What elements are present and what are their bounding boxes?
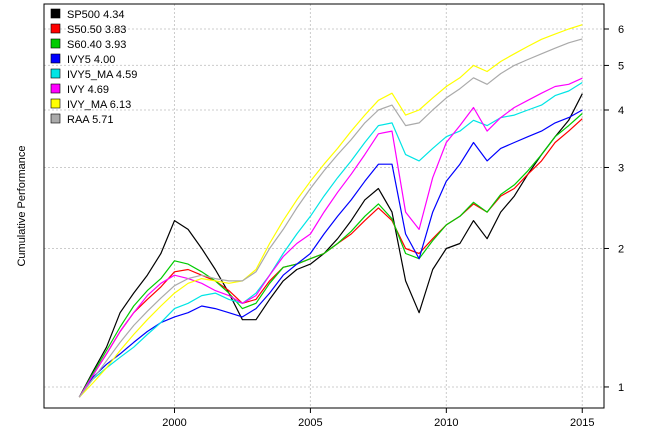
legend-label: IVY 4.69 [67,84,109,96]
x-tick-label: 2015 [570,417,594,429]
y-tick-label: 6 [618,24,624,36]
x-axis: 2000 2005 2010 2015 [162,408,594,429]
series-line-4 [78,109,583,398]
series-line-6 [78,77,583,398]
legend-swatch [50,68,61,79]
legend-label: SP500 4.34 [67,9,125,21]
legend-label: IVY_MA 6.13 [67,99,131,111]
legend-swatch [50,23,61,34]
series-line-5 [78,81,583,398]
legend-label: IVY5_MA 4.59 [67,69,137,81]
series-line-7 [78,24,583,398]
series-line-1 [78,93,583,398]
y-axis-title: Cumulative Performance [16,145,28,266]
legend-swatch [50,113,61,124]
legend-swatch [50,83,61,94]
x-tick-label: 2005 [298,417,322,429]
y-tick-label: 2 [618,243,624,255]
series-line-3 [78,113,583,398]
legend-label: RAA 5.71 [67,114,113,126]
y-tick-label: 1 [618,382,624,394]
legend-label: S60.40 3.93 [67,39,126,51]
y-tick-label: 5 [618,60,624,72]
legend: SP500 4.34 S50.50 3.83 S60.40 3.93 IVY5 4.0… [50,8,137,126]
legend-label: S50.50 3.83 [67,24,126,36]
legend-swatch [50,8,61,19]
y-tick-label: 4 [618,105,624,117]
plot-frame [43,3,605,409]
legend-swatch [50,53,61,64]
legend-swatch [50,38,61,49]
legend-swatch [50,98,61,109]
legend-label: IVY5 4.00 [67,54,115,66]
series-lines [78,24,583,398]
y-axis: 1 2 3 4 5 6 [604,24,624,394]
x-tick-label: 2010 [434,417,458,429]
y-tick-label: 3 [618,162,624,174]
series-line-8 [78,38,583,398]
grid-lines [44,4,604,408]
x-tick-label: 2000 [162,417,186,429]
